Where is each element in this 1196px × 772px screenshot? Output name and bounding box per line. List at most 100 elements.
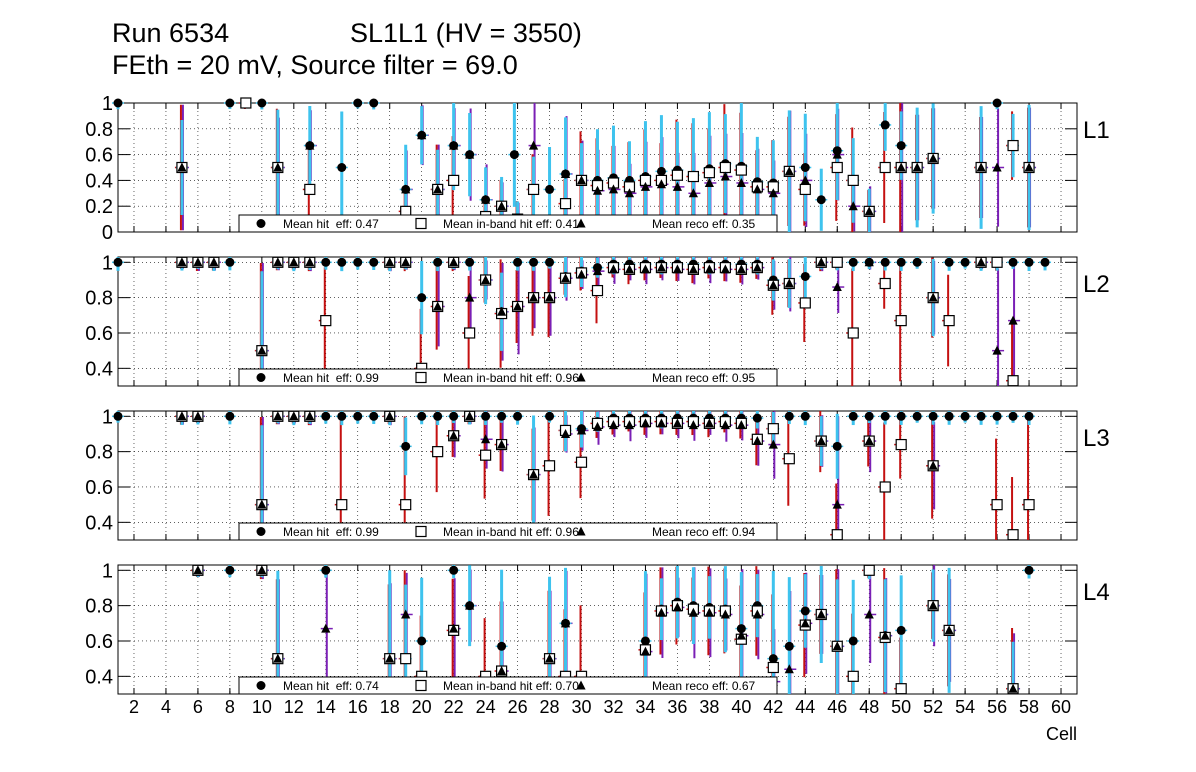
- x-tick-label: 32: [603, 697, 623, 717]
- reco-marker: [704, 418, 714, 428]
- x-tick-label: 44: [795, 697, 815, 717]
- hit-marker: [545, 184, 555, 194]
- legend-hit-marker: [256, 219, 266, 228]
- reco-marker: [177, 411, 187, 421]
- reco-marker: [193, 257, 203, 267]
- reco-marker: [656, 418, 667, 428]
- hit-marker: [880, 120, 890, 130]
- conditions-title: FEth = 20 mV, Source filter = 69.0: [112, 50, 518, 80]
- x-tick-label: 2: [129, 697, 139, 717]
- y-tick-label: 0.2: [85, 196, 113, 218]
- y-tick-label: 0.8: [85, 288, 113, 310]
- x-tick-label: 16: [348, 697, 368, 717]
- y-tick-label: 0.4: [85, 666, 113, 688]
- legend-inband-marker: [415, 371, 427, 384]
- panel-l2: 0.4 0.6 0.8 1 L2 Mean hit eff: 0.99 Mean in-ba…: [85, 252, 1110, 387]
- reco-marker: [449, 623, 459, 633]
- hit-marker: [848, 636, 858, 646]
- hit-marker: [321, 565, 331, 575]
- inband-marker: [767, 423, 779, 435]
- x-tick-label: 30: [572, 697, 592, 717]
- reco-marker: [736, 420, 746, 430]
- hit-marker: [497, 411, 507, 421]
- hit-marker: [800, 606, 810, 616]
- inband-marker: [1007, 529, 1019, 541]
- layer-label: L4: [1083, 579, 1110, 606]
- reco-marker: [305, 257, 315, 267]
- reco-marker: [544, 292, 555, 302]
- hit-marker: [369, 98, 379, 108]
- inband-marker: [543, 460, 556, 472]
- hit-marker: [113, 257, 123, 267]
- reco-marker: [465, 292, 475, 302]
- reco-marker: [481, 274, 491, 284]
- reco-marker: [688, 264, 698, 274]
- inband-marker: [847, 670, 859, 682]
- legend-hit-label: Mean hit eff: 0.99: [283, 371, 379, 385]
- x-tick-label: 56: [987, 697, 1007, 717]
- y-tick-label: 0.6: [85, 631, 113, 653]
- legend-box: [238, 522, 778, 541]
- reco-marker: [385, 411, 395, 421]
- reco-marker: [672, 181, 683, 191]
- hit-marker: [912, 257, 922, 267]
- reco-marker: [864, 257, 874, 267]
- inband-marker: [480, 449, 492, 461]
- hit-marker: [321, 411, 331, 421]
- inband-marker: [240, 97, 252, 109]
- reco-marker: [289, 257, 299, 267]
- legend: Mean hit eff: 0.47 Mean in-band hit eff: …: [238, 214, 778, 233]
- reco-marker: [512, 301, 523, 311]
- hit-marker: [1008, 411, 1018, 421]
- x-tick-label: 54: [955, 697, 975, 717]
- reco-marker: [1008, 315, 1018, 325]
- hit-marker: [896, 625, 906, 635]
- x-tick-label: 14: [316, 697, 336, 717]
- reco-marker: [560, 428, 571, 438]
- hit-marker: [816, 195, 826, 205]
- reco-marker: [752, 184, 762, 194]
- reco-marker: [209, 257, 219, 267]
- hit-marker: [896, 141, 906, 151]
- reco-marker: [544, 653, 555, 663]
- y-tick-label: 1: [102, 252, 113, 274]
- hit-marker: [449, 411, 459, 421]
- reco-marker: [816, 257, 826, 267]
- hit-marker: [1024, 411, 1034, 421]
- reco-marker: [465, 600, 475, 610]
- hit-marker: [1008, 257, 1018, 267]
- reco-marker: [385, 257, 395, 267]
- legend-hit-marker: [256, 681, 266, 690]
- hit-marker: [992, 411, 1002, 421]
- reco-marker: [417, 130, 427, 140]
- hit-marker: [944, 257, 954, 267]
- hit-marker: [513, 411, 523, 421]
- reco-marker: [449, 140, 459, 150]
- hit-marker: [848, 411, 858, 421]
- reco-marker: [736, 264, 746, 274]
- reco-marker: [305, 411, 315, 421]
- inband-marker: [703, 167, 715, 179]
- hit-marker: [321, 257, 331, 267]
- reco-marker: [449, 257, 459, 267]
- hit-marker: [976, 411, 986, 421]
- inband-marker: [831, 256, 843, 268]
- y-tick-label: 1: [102, 406, 113, 428]
- hit-marker: [401, 441, 411, 451]
- reco-marker: [560, 168, 571, 178]
- reco-marker: [688, 607, 698, 617]
- legend-hit-marker: [256, 373, 266, 382]
- y-tick-label: 0.4: [85, 512, 113, 534]
- legend-inband-marker: [415, 525, 427, 538]
- x-tick-label: 22: [444, 697, 464, 717]
- reco-marker: [768, 280, 778, 290]
- reco-marker: [704, 607, 714, 617]
- hit-marker: [880, 257, 890, 267]
- inband-marker: [336, 499, 348, 511]
- legend-reco-marker: [576, 372, 586, 382]
- reco-marker: [624, 420, 635, 430]
- reco-marker: [800, 175, 810, 185]
- inband-marker: [304, 183, 316, 196]
- inband-marker: [1007, 139, 1019, 152]
